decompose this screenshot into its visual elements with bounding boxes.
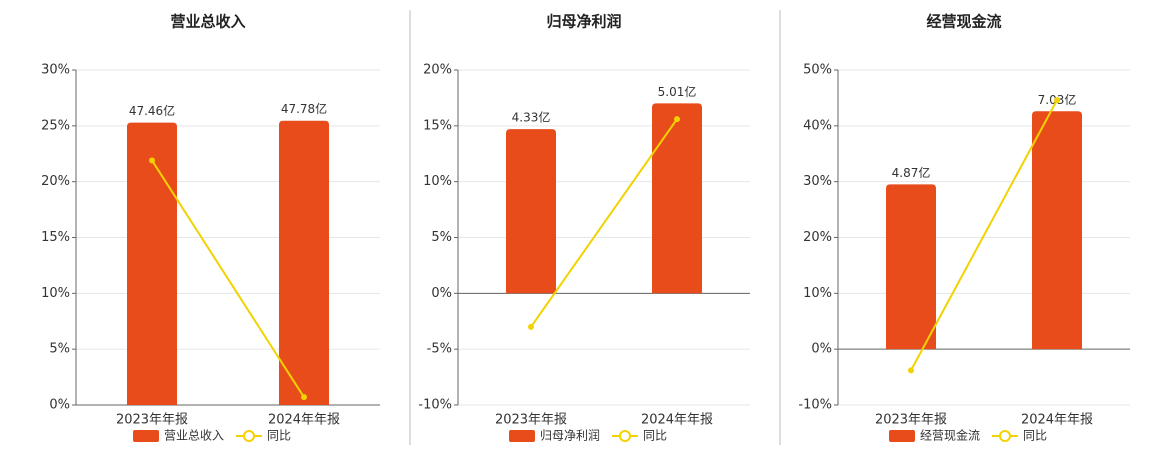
y-tick-label: 10%: [803, 286, 832, 301]
y-tick-label: 40%: [803, 118, 832, 133]
bar: [506, 129, 556, 294]
bar: [127, 122, 177, 406]
line: [910, 99, 1058, 371]
bar: [279, 120, 329, 405]
y-tick-label: -5%: [427, 342, 452, 357]
y-tick-label: 15%: [41, 230, 70, 245]
x-tick-label: 2024年年报: [641, 413, 713, 428]
y-tick-label: 10%: [41, 286, 70, 301]
legend-marker: [999, 430, 1011, 442]
line: [530, 118, 678, 328]
legend-label: 同比: [267, 429, 291, 443]
line-point: [301, 394, 307, 401]
y-tick-label: 30%: [803, 174, 832, 189]
line-point: [528, 323, 534, 330]
y-tick-label: 0%: [49, 398, 70, 413]
y-tick-label: 20%: [803, 230, 832, 245]
bar: [886, 184, 936, 350]
legend-marker: [619, 430, 631, 442]
y-tick-label: 15%: [423, 118, 452, 133]
value-label: 5.01亿: [658, 84, 697, 99]
value-label: 47.78亿: [281, 101, 327, 116]
legend-label: 同比: [643, 429, 667, 443]
y-tick-label: 50%: [803, 63, 832, 78]
chart-title: 营业总收入: [170, 13, 245, 31]
y-tick-label: 10%: [423, 174, 452, 189]
legend-label: 营业总收入: [164, 429, 224, 443]
y-tick-label: 0%: [431, 286, 452, 301]
y-tick-label: 0%: [811, 342, 832, 357]
chart-title: 经营现金流: [926, 13, 1001, 31]
bar: [652, 103, 702, 294]
y-tick-label: 5%: [49, 342, 70, 357]
value-label: 4.33亿: [512, 110, 551, 125]
line-point: [674, 116, 680, 123]
x-tick-label: 2024年年报: [1021, 413, 1093, 428]
legend-swatch: [509, 430, 535, 442]
legend-label: 归母净利润: [540, 429, 600, 443]
x-tick-label: 2023年年报: [116, 413, 188, 428]
y-tick-label: 5%: [431, 230, 452, 245]
y-tick-label: -10%: [798, 398, 832, 413]
x-tick-label: 2023年年报: [495, 413, 567, 428]
legend-swatch: [889, 430, 915, 442]
value-label: 47.46亿: [129, 103, 175, 118]
x-tick-label: 2024年年报: [268, 413, 340, 428]
line-point: [149, 157, 155, 164]
line-point: [908, 367, 914, 374]
line-point: [1054, 97, 1060, 104]
value-label: 4.87亿: [892, 165, 931, 180]
legend-swatch: [133, 430, 159, 442]
y-tick-label: 30%: [41, 63, 70, 78]
line: [151, 159, 305, 398]
legend-label: 经营现金流: [920, 428, 980, 443]
bar: [1032, 111, 1082, 350]
y-tick-label: 20%: [41, 174, 70, 189]
y-tick-label: -10%: [418, 398, 452, 413]
x-tick-label: 2023年年报: [875, 413, 947, 428]
legend-label: 同比: [1023, 429, 1047, 443]
legend-marker: [243, 430, 255, 442]
y-tick-label: 20%: [423, 63, 452, 78]
chart-title: 归母净利润: [546, 13, 621, 31]
y-tick-label: 25%: [41, 118, 70, 133]
